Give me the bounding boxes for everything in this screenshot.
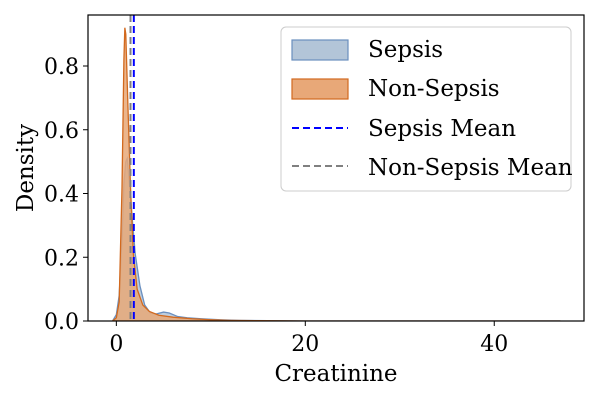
legend-swatch-non-sepsis: [291, 78, 349, 100]
x-tick-label: 0: [109, 332, 123, 357]
legend-box: [280, 26, 572, 192]
y-tick-label: 0.0: [44, 310, 79, 335]
y-tick-label: 0.4: [44, 183, 79, 208]
y-axis-label: Density: [13, 124, 39, 212]
legend-label-non-sepsis-mean: Non-Sepsis Mean: [368, 155, 573, 181]
x-axis-label: Creatinine: [274, 361, 397, 387]
legend: Sepsis Non-Sepsis Sepsis Mean Non-Sepsis…: [280, 26, 573, 192]
x-tick-label: 20: [291, 332, 319, 357]
y-tick-label: 0.8: [44, 55, 79, 80]
x-tick-label: 40: [480, 332, 508, 357]
legend-swatch-sepsis: [291, 39, 349, 61]
y-tick-label: 0.2: [44, 246, 79, 271]
density-area-non-sepsis: [111, 27, 561, 321]
legend-label-sepsis-mean: Sepsis Mean: [368, 116, 516, 142]
axes-frame: [87, 14, 585, 322]
y-tick-label: 0.6: [44, 119, 79, 144]
legend-label-sepsis: Sepsis: [368, 37, 443, 63]
legend-label-non-sepsis: Non-Sepsis: [368, 76, 500, 102]
axis-ticks: 0 20 40 0.0 0.2 0.4 0.6 0.8: [44, 55, 508, 357]
